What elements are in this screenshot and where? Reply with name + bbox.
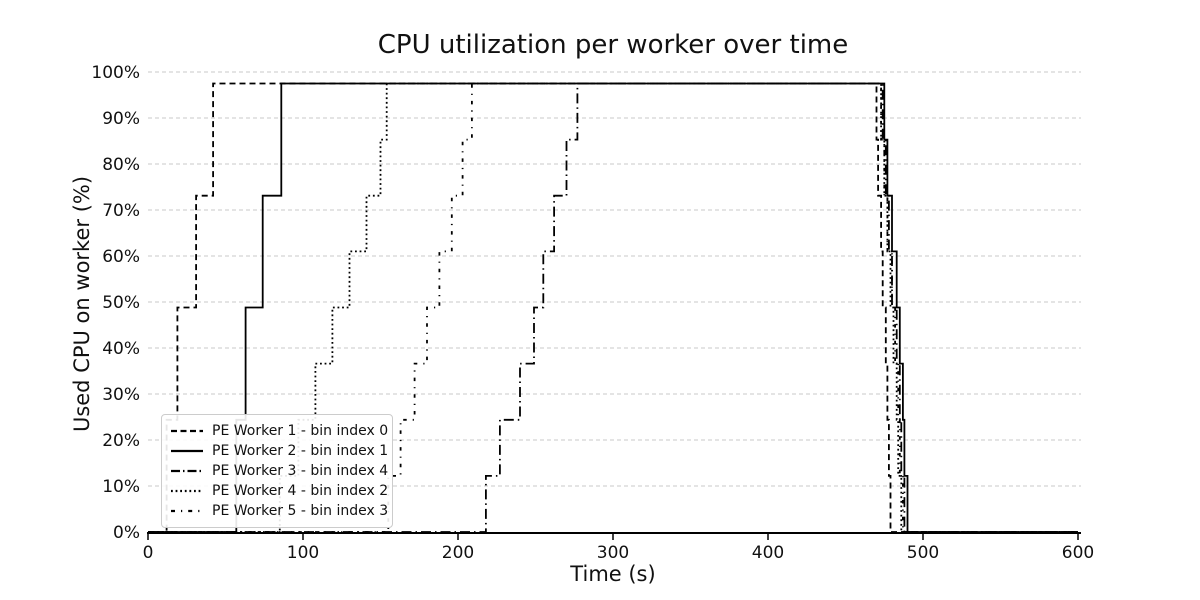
y-axis-label: Used CPU on worker (%) <box>70 175 94 433</box>
series-line <box>148 82 1078 533</box>
y-tick-label: 50% <box>102 293 140 313</box>
x-tick-label: 500 <box>907 543 939 563</box>
legend-item-label: PE Worker 2 - bin index 1 <box>212 443 389 459</box>
legend-item: PE Worker 5 - bin index 3 <box>170 501 388 521</box>
x-tick-label: 200 <box>442 543 474 563</box>
x-tick-label: 300 <box>597 543 629 563</box>
legend-line-sample <box>171 509 203 513</box>
series-line <box>148 82 1078 533</box>
legend: PE Worker 1 - bin index 0 PE Worker 2 - b… <box>161 414 393 528</box>
legend-line-sample <box>171 449 203 453</box>
chart-title: CPU utilization per worker over time <box>377 30 849 60</box>
legend-item: PE Worker 3 - bin index 4 <box>170 461 388 481</box>
legend-item: PE Worker 2 - bin index 1 <box>170 441 388 461</box>
x-tick-label: 600 <box>1062 543 1094 563</box>
x-tick-label: 100 <box>287 543 319 563</box>
y-tick-label: 70% <box>102 201 140 221</box>
legend-line-sample <box>171 489 203 493</box>
legend-line-sample <box>171 429 203 433</box>
legend-item-label: PE Worker 1 - bin index 0 <box>212 423 389 439</box>
legend-item-label: PE Worker 4 - bin index 2 <box>212 483 389 499</box>
y-tick-label: 80% <box>102 155 140 175</box>
y-tick-label: 10% <box>102 477 140 497</box>
legend-item: PE Worker 1 - bin index 0 <box>170 421 388 441</box>
legend-line-sample <box>171 469 203 473</box>
y-tick-label: 100% <box>91 63 140 83</box>
legend-item-label: PE Worker 3 - bin index 4 <box>212 463 389 479</box>
y-tick-label: 0% <box>113 523 140 543</box>
y-tick-label: 60% <box>102 247 140 267</box>
series-line <box>148 82 1078 533</box>
y-tick-label: 30% <box>102 385 140 405</box>
y-tick-label: 40% <box>102 339 140 359</box>
y-tick-label: 90% <box>102 109 140 129</box>
x-axis-label: Time (s) <box>570 562 656 586</box>
x-tick-label: 0 <box>143 543 154 563</box>
x-tick-label: 400 <box>752 543 784 563</box>
legend-item: PE Worker 4 - bin index 2 <box>170 481 388 501</box>
legend-item-label: PE Worker 5 - bin index 3 <box>212 503 389 519</box>
y-tick-label: 20% <box>102 431 140 451</box>
